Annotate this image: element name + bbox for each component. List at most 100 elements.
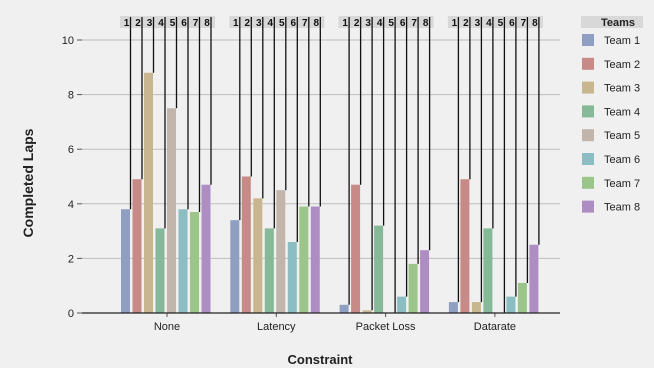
legend-swatch [582,129,594,142]
bar [121,209,130,313]
bar-index-label: 4 [158,18,164,29]
bar [299,206,309,313]
bar [397,296,407,313]
y-tick-label: 10 [62,35,74,47]
bar [178,209,188,313]
legend-item-label: Team 5 [604,130,640,142]
y-tick-label: 2 [68,253,74,265]
y-axis-ticks: 0 2 4 6 8 10 [62,35,82,320]
bar-index-label: 1 [124,18,130,29]
bar-index-label: 7 [302,18,308,29]
bar-index-label: 8 [423,18,429,29]
bar [460,179,470,313]
bar-index-label: 8 [204,18,210,29]
legend-item-label: Team 2 [604,59,640,71]
bar-index-label: 5 [170,18,176,29]
y-axis-label: Completed Laps [20,128,36,237]
y-tick-label: 8 [68,90,74,102]
y-tick-label: 4 [68,199,74,211]
bar [408,263,418,313]
legend-swatch [582,200,594,213]
legend-swatch [582,153,594,165]
legend-item-label: Team 6 [604,154,640,166]
legend-swatch [582,105,594,118]
legend-title-box [581,16,643,28]
bar-index-header [120,16,215,28]
x-tick-label: Packet Loss [356,321,416,333]
bar [264,228,274,313]
bar [230,220,240,313]
x-axis-label: Constraint [288,352,354,367]
y-tick-label: 0 [68,308,74,320]
bar [241,176,251,313]
bar-index-label: 7 [521,18,527,29]
bars [121,72,539,313]
bar-index-label: 4 [377,18,383,29]
bar-index-header [338,16,434,28]
bar-index-label: 3 [147,18,153,29]
bar [517,282,527,313]
bar [144,72,153,313]
x-axis-ticks: None Latency Packet Loss Datarate [154,313,516,333]
bar [420,250,430,313]
bar-index-label: 2 [354,18,360,29]
bar-index-label: 5 [388,18,394,29]
bar-index-label: 6 [400,18,406,29]
bar [155,228,165,313]
bar-index-label: 1 [233,18,239,29]
bar-index-label: 8 [532,18,538,29]
bar-index-label: 4 [486,18,492,29]
bar-index-label: 1 [452,18,458,29]
bar-index-label: 5 [279,18,285,29]
bar [253,198,263,313]
x-tick-label: None [154,321,180,333]
bar-index-label: 6 [181,18,187,29]
bar-index-label: 3 [365,18,371,29]
bar [276,190,286,313]
bar [201,184,211,313]
bar-index-label: 7 [411,18,417,29]
bar-index-label: 2 [245,18,251,29]
bar-index-label: 5 [498,18,504,29]
legend-swatch [582,176,594,189]
legend-item-label: Team 8 [604,202,640,214]
bar-index-label: 1 [342,18,348,29]
bar [483,228,493,313]
bar-index-label: 8 [314,18,320,29]
bar [190,211,199,313]
bar [529,244,539,313]
bar [287,242,297,313]
bar-index-label: 7 [193,18,199,29]
legend-item-label: Team 4 [604,106,640,118]
legend: Teams Team 1 Team 2 Team 3 Team 4 Team 5 Team… [581,16,643,214]
bar-index-label: 3 [475,18,481,29]
bar [310,206,320,313]
bar-index-label: 6 [291,18,297,29]
bar [471,302,481,313]
y-tick-label: 6 [68,144,74,156]
legend-title: Teams [601,17,635,29]
bar-index-header [447,16,543,28]
x-tick-label: Latency [257,321,296,333]
bar-index-header [229,16,325,28]
bar [362,310,372,313]
bar [351,184,361,313]
legend-item-label: Team 3 [604,83,640,95]
bar-index-label: 3 [256,18,262,29]
bar-index-label: 6 [509,18,515,29]
legend-item-label: Team 7 [604,178,640,190]
legend-swatch [582,57,594,70]
bar [167,108,176,313]
legend-swatch [582,81,594,94]
bar-index-label: 2 [463,18,469,29]
bar [448,302,458,313]
bar-index-label: 4 [268,18,274,29]
legend-swatch [582,34,594,46]
bar [339,304,349,313]
x-tick-label: Datarate [474,321,516,333]
bar [374,225,384,313]
bar-index-label: 2 [135,18,141,29]
bar [506,296,516,313]
